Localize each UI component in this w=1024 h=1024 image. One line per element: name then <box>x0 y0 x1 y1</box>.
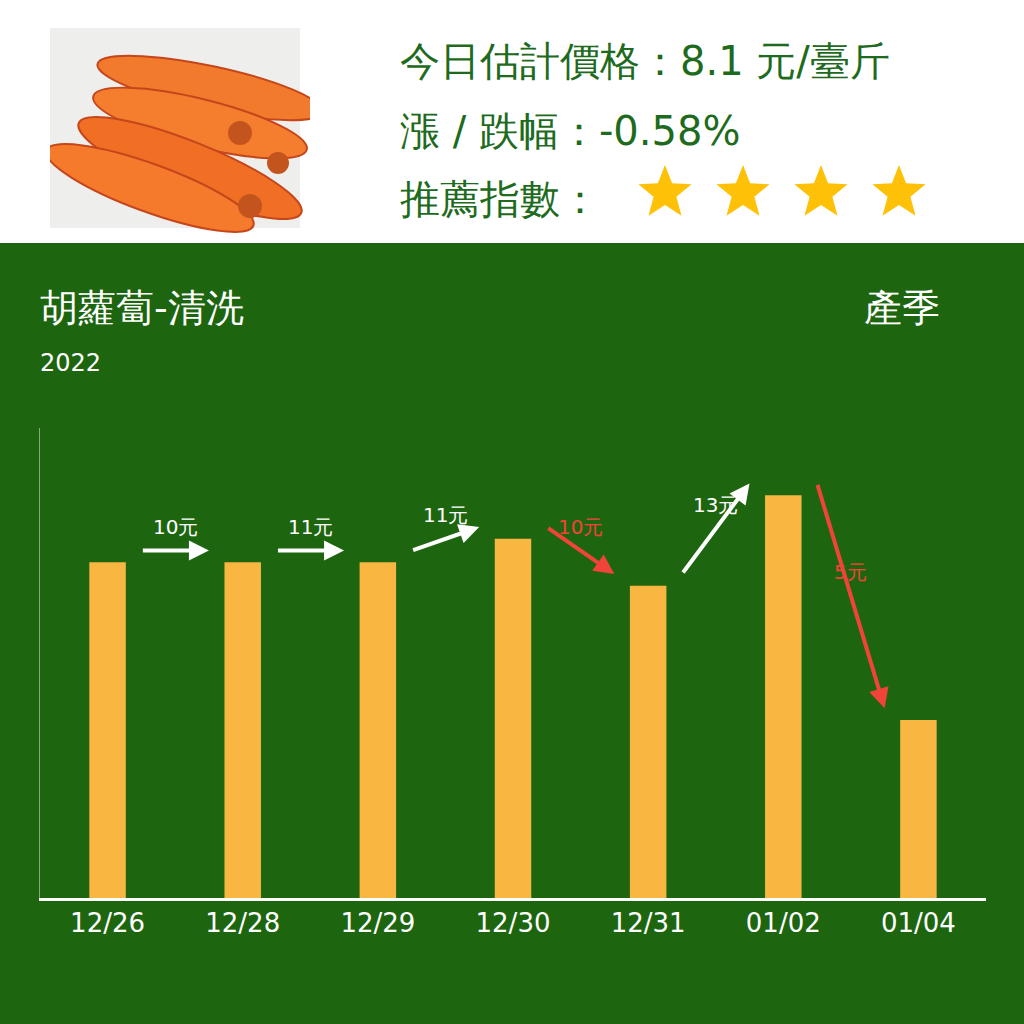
html-text:推薦指數：: 推薦指數： <box>400 176 600 222</box>
html-text:產季: 產季 <box>864 286 940 330</box>
svg-text:11元: 11元 <box>423 503 468 527</box>
html-text:今日估計價格：8.1 元/臺斤: 今日估計價格：8.1 元/臺斤 <box>400 38 890 84</box>
svg-text:13元: 13元 <box>693 493 738 517</box>
svg-text:12/28: 12/28 <box>205 908 280 938</box>
svg-text:01/02: 01/02 <box>746 908 821 938</box>
svg-text:12/30: 12/30 <box>476 908 551 938</box>
svg-text:01/04: 01/04 <box>881 908 956 938</box>
svg-text:12/31: 12/31 <box>611 908 686 938</box>
svg-text:10元: 10元 <box>153 515 198 539</box>
html-text:2022: 2022 <box>40 349 102 377</box>
svg-text:12/29: 12/29 <box>340 908 415 938</box>
html-text:漲 / 跌幅：-0.58%: 漲 / 跌幅：-0.58% <box>400 108 741 154</box>
svg-text:12/26: 12/26 <box>70 908 145 938</box>
svg-text:11元: 11元 <box>288 515 333 539</box>
svg-text:5元: 5元 <box>834 560 867 584</box>
svg-text:10元: 10元 <box>558 515 603 539</box>
html-text:胡蘿蔔-清洗: 胡蘿蔔-清洗 <box>40 286 244 330</box>
